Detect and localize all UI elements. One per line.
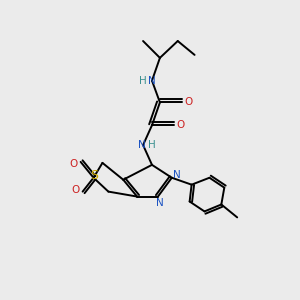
Text: N: N: [148, 76, 156, 85]
Text: O: O: [184, 98, 193, 107]
Text: N: N: [138, 140, 146, 150]
Text: H: H: [139, 76, 147, 85]
Text: S: S: [91, 169, 98, 182]
Text: N: N: [156, 197, 164, 208]
Text: H: H: [148, 140, 156, 150]
Text: O: O: [72, 184, 80, 195]
Text: O: O: [177, 120, 185, 130]
Text: O: O: [70, 159, 78, 169]
Text: N: N: [173, 170, 181, 180]
